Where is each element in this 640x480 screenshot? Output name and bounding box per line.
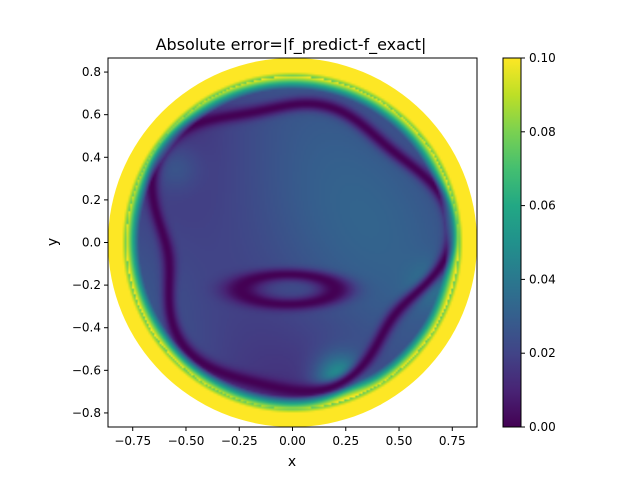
x-tick-label: 0.00	[279, 434, 306, 448]
y-tick-label: −0.4	[72, 321, 101, 335]
colorbar-tick-label: 0.02	[529, 346, 556, 360]
y-tick-label: 0.2	[82, 193, 101, 207]
x-axis: −0.75 −0.50 −0.25 0.00 0.25 0.50 0.75	[114, 427, 466, 448]
y-axis: 0.8 0.6 0.4 0.2 0.0 −0.2 −0.4 −0.6 −0.8	[72, 65, 108, 420]
y-tick-label: −0.8	[72, 406, 101, 420]
y-tick-label: 0.0	[82, 236, 101, 250]
colorbar-tick-label: 0.08	[529, 125, 556, 139]
x-tick-label: −0.50	[168, 434, 205, 448]
x-tick-label: 0.50	[386, 434, 413, 448]
colorbar: 0.00 0.02 0.04 0.06 0.08 0.10	[502, 51, 556, 434]
x-tick-label: −0.75	[114, 434, 151, 448]
y-tick-label: 0.6	[82, 108, 101, 122]
x-axis-label: x	[288, 454, 296, 470]
y-tick-label: −0.6	[72, 363, 101, 377]
colorbar-tick-label: 0.04	[529, 272, 556, 286]
y-tick-label: 0.8	[82, 65, 101, 79]
error-heatmap	[108, 58, 477, 427]
colorbar-tick-label: 0.10	[529, 51, 556, 65]
plot-area	[107, 57, 478, 428]
chart-title: Absolute error=|f_predict-f_exact|	[156, 35, 427, 55]
colorbar-gradient	[502, 57, 522, 428]
y-tick-label: −0.2	[72, 278, 101, 292]
x-tick-label: −0.25	[221, 434, 258, 448]
x-tick-label: 0.75	[439, 434, 466, 448]
y-axis-label: y	[45, 238, 61, 246]
colorbar-tick-label: 0.06	[529, 199, 556, 213]
x-tick-label: 0.25	[332, 434, 359, 448]
y-tick-label: 0.4	[82, 150, 101, 164]
colorbar-ticks: 0.00 0.02 0.04 0.06 0.08 0.10	[521, 51, 556, 434]
colorbar-tick-label: 0.00	[529, 420, 556, 434]
